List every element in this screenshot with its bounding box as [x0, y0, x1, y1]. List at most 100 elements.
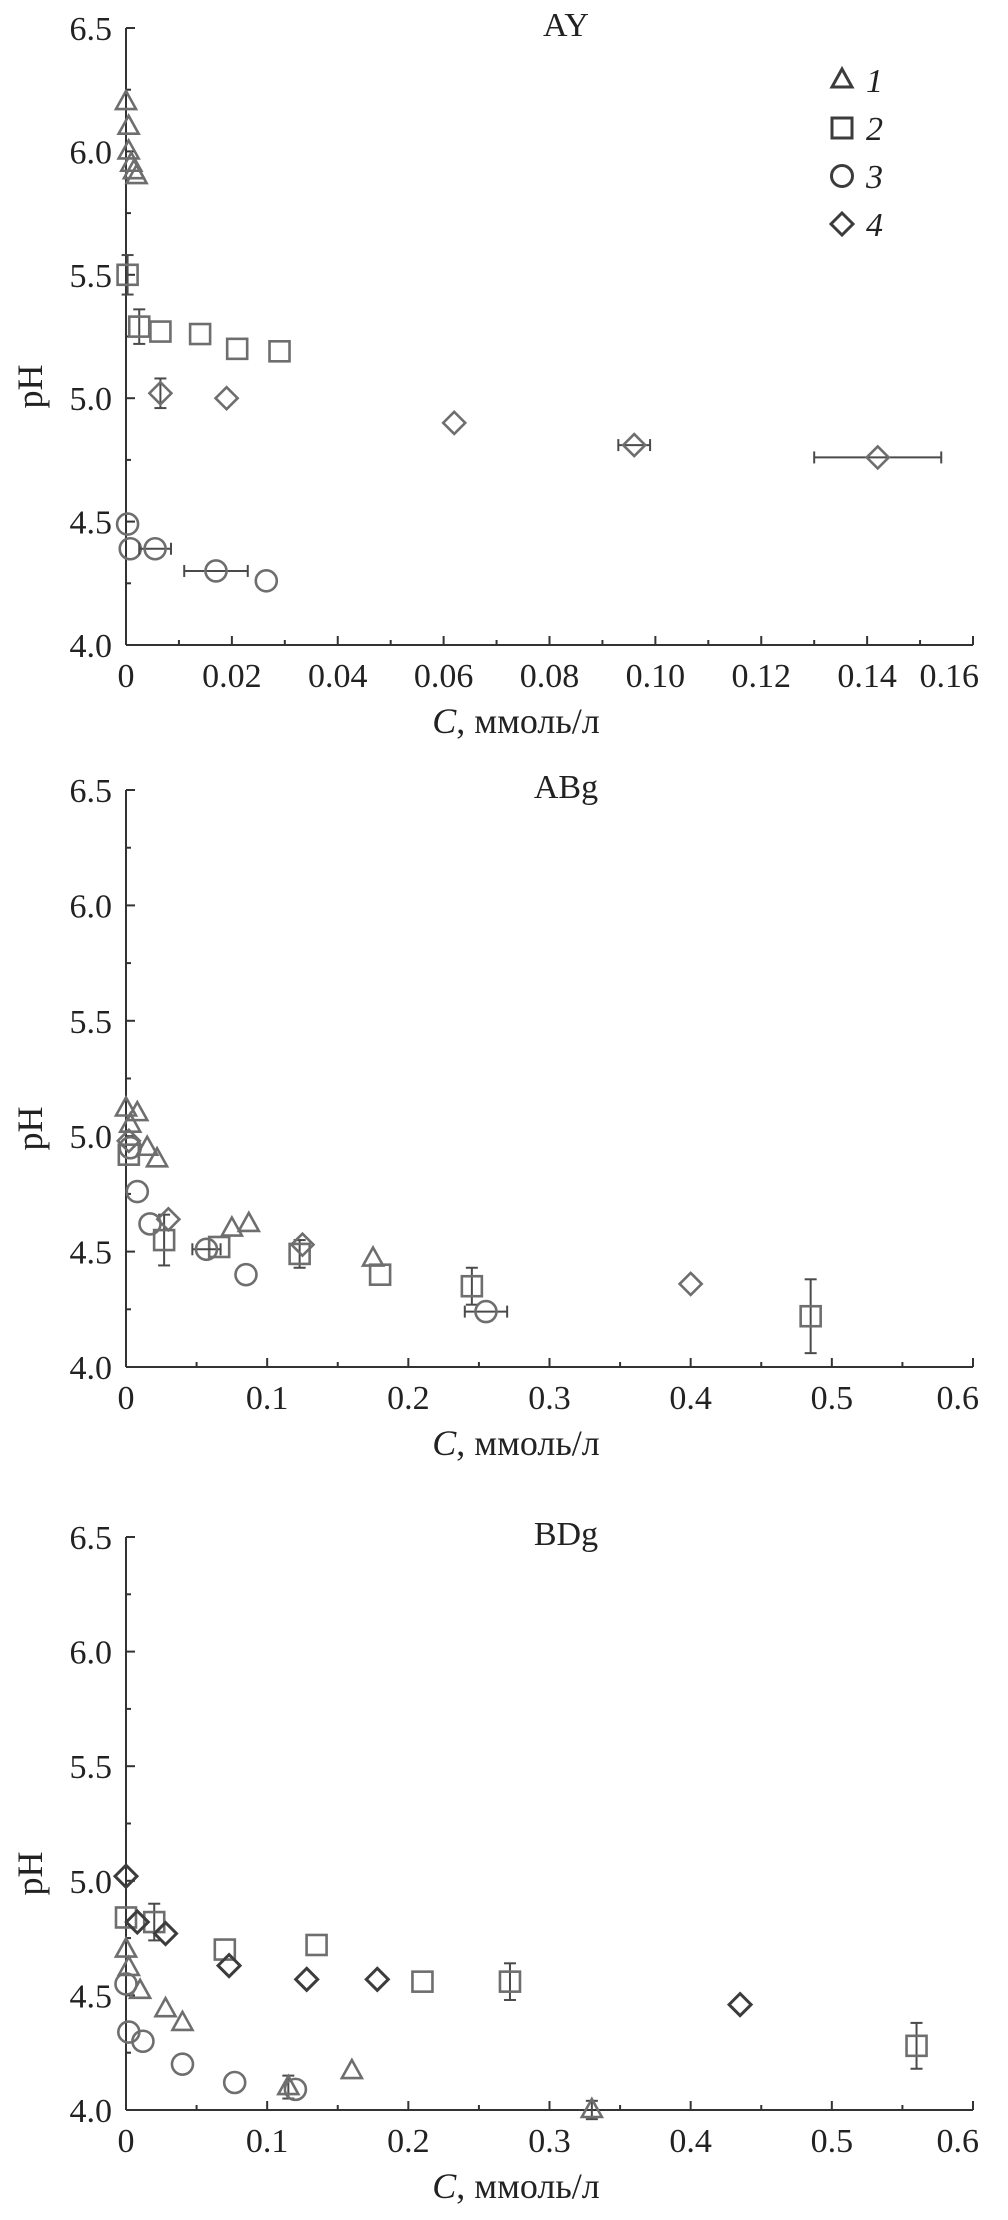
data-point-circle — [118, 1135, 143, 1160]
data-point-circle — [474, 1299, 498, 1324]
data-point-triangle — [113, 88, 139, 111]
legend-entry-3: 3 — [830, 159, 883, 196]
x-tick-label: 0.2 — [387, 2123, 430, 2160]
data-point-circle — [204, 559, 228, 583]
y-axis-label: pH — [10, 1852, 50, 1896]
x-tick-label: 0.06 — [414, 658, 474, 695]
y-tick-label: 5.5 — [70, 1749, 113, 1786]
data-point-square — [368, 1263, 392, 1286]
data-point-triangle — [125, 1099, 150, 1122]
data-point-square — [905, 2034, 928, 2058]
data-point-triangle — [170, 2009, 195, 2032]
data-point-diamond — [441, 410, 468, 436]
y-tick-label: 6.5 — [70, 1520, 113, 1557]
data-point-diamond — [864, 444, 891, 471]
x-tick-label: 0.3 — [528, 2123, 571, 2160]
x-tick-label: 0.5 — [811, 2123, 854, 2160]
x-tick-label: 0.6 — [937, 2123, 980, 2160]
x-tick-label: 0.4 — [669, 1380, 712, 1417]
data-point-triangle — [116, 1954, 142, 1977]
y-tick-label: 5.0 — [70, 1119, 113, 1156]
legend-marker-circle — [830, 164, 854, 188]
data-point-square — [288, 1242, 311, 1266]
x-axis-label: C, ммоль/л — [432, 701, 599, 741]
data-point-square — [498, 1970, 522, 1993]
legend-entry-1: 1 — [829, 63, 883, 100]
y-tick-label: 4.5 — [70, 1978, 113, 2015]
data-point-circle — [254, 569, 279, 593]
y-tick-label: 4.5 — [70, 505, 113, 542]
data-point-circle — [170, 2052, 195, 2076]
data-point-circle — [118, 536, 143, 561]
y-tick-label: 4.0 — [70, 628, 113, 665]
data-point-diamond — [677, 1271, 704, 1297]
chart-panel-abg: 4.0 4.5 5.0 5.5 6.0 6.5 0 0.1 0.2 0.3 0.4 0.5 0.6 ABg… — [10, 769, 979, 1463]
data-point-triangle — [360, 1244, 386, 1267]
series-triangle — [113, 1094, 386, 1267]
x-tick-label: 0.04 — [308, 658, 368, 695]
series-diamond — [112, 1863, 754, 2018]
legend-marker-diamond — [828, 210, 856, 238]
data-point-diamond — [289, 1231, 316, 1258]
data-point-diamond — [621, 432, 648, 458]
legend-entry-2: 2 — [830, 111, 883, 148]
x-tick-label: 0.16 — [920, 658, 980, 695]
data-point-triangle — [124, 162, 149, 185]
y-tick-label: 4.0 — [70, 2093, 113, 2130]
data-point-diamond — [293, 1966, 320, 1993]
x-tick-label: 0 — [118, 1380, 135, 1417]
data-point-square — [411, 1970, 434, 1993]
data-point-circle — [222, 2070, 247, 2095]
x-tick-label: 0 — [118, 658, 135, 695]
y-tick-label: 5.5 — [70, 1004, 113, 1041]
series-triangle — [113, 88, 149, 185]
data-point-triangle — [144, 1145, 170, 1168]
x-tick-label: 0.14 — [837, 658, 897, 695]
data-point-square — [268, 340, 291, 363]
series-square — [116, 254, 291, 363]
data-point-triangle — [219, 1214, 245, 1237]
y-tick-label: 6.0 — [70, 1635, 113, 1672]
legend-label: 3 — [865, 159, 883, 196]
data-point-square — [149, 320, 172, 343]
data-point-diamond — [155, 1206, 182, 1233]
data-point-diamond — [213, 385, 240, 412]
x-tick-label: 0.3 — [528, 1380, 571, 1417]
x-tick-label: 0.10 — [626, 658, 686, 695]
data-point-circle — [143, 536, 167, 561]
data-point-triangle — [339, 2057, 365, 2080]
x-tick-label: 0.1 — [246, 1380, 289, 1417]
y-tick-label: 4.0 — [70, 1350, 113, 1387]
data-point-triangle — [153, 1995, 178, 2018]
y-tick-label: 6.5 — [70, 11, 113, 48]
data-point-triangle — [134, 1134, 160, 1157]
y-tick-label: 6.0 — [70, 888, 113, 925]
data-point-triangle — [579, 2096, 605, 2119]
data-point-triangle — [116, 113, 141, 136]
data-point-diamond — [215, 1952, 243, 1979]
data-point-circle — [234, 1262, 258, 1287]
data-point-square — [799, 1304, 822, 1328]
data-point-square — [225, 337, 249, 361]
legend-marker-triangle — [829, 65, 855, 89]
x-tick-label: 0.12 — [732, 658, 792, 695]
data-point-square — [460, 1274, 484, 1298]
data-point-circle — [194, 1237, 219, 1262]
x-tick-label: 0.08 — [520, 658, 580, 695]
chart-title: AY — [543, 7, 589, 44]
chart-title: BDg — [534, 1516, 598, 1553]
series-triangle — [113, 1935, 605, 2121]
data-point-square — [188, 322, 212, 346]
series-diamond — [115, 1127, 704, 1297]
data-point-diamond — [726, 1991, 754, 2018]
chart-panel-ay: 4.0 4.5 5.0 5.5 6.0 6.5 0 0.02 0.04 0.06 0.08 0.10 0… — [10, 7, 979, 741]
y-axis-label: pH — [10, 365, 50, 409]
legend-label: 4 — [866, 207, 883, 244]
y-axis-label: pH — [10, 1107, 50, 1151]
data-point-triangle — [113, 1935, 139, 1958]
data-point-circle — [131, 2029, 155, 2054]
x-tick-label: 0.6 — [937, 1380, 980, 1417]
chart-title: ABg — [534, 769, 598, 806]
x-tick-label: 0.1 — [246, 2123, 289, 2160]
series-diamond — [147, 377, 943, 471]
